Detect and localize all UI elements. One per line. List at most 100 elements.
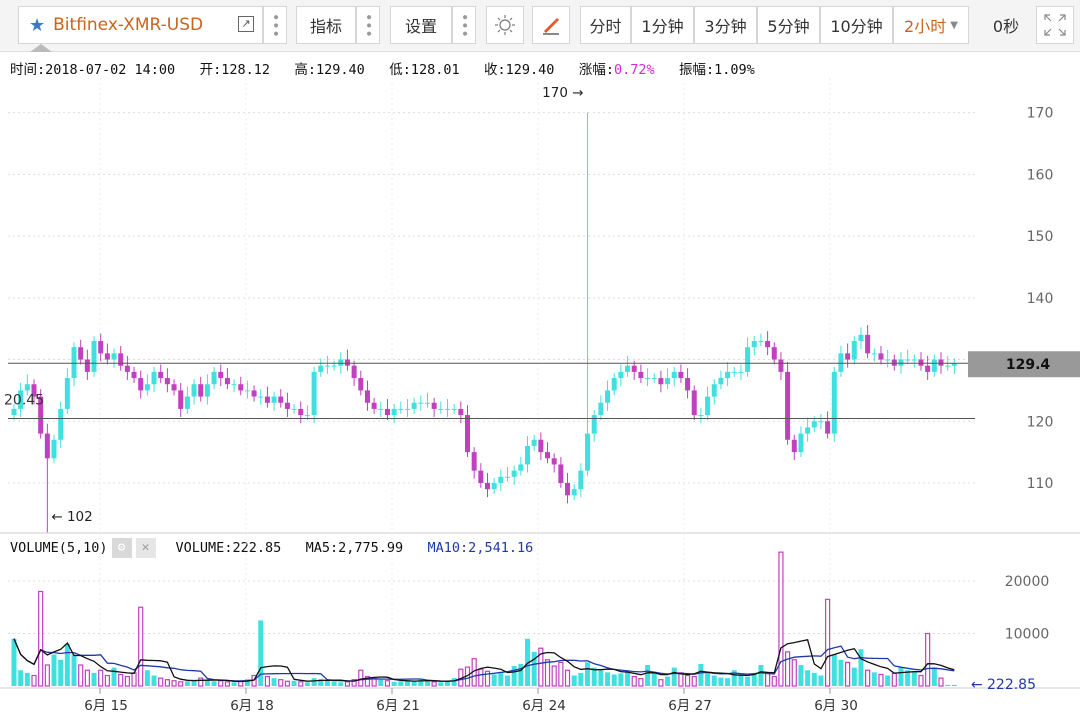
volume-bar — [264, 675, 271, 687]
candle-body — [831, 371, 837, 434]
volume-bar — [845, 661, 851, 687]
volume-bar — [878, 673, 884, 687]
volume-bar — [184, 681, 190, 686]
volume-bar — [691, 675, 697, 687]
symbol-selector[interactable]: ★ Bitfinex-XMR-USD ↗ — [18, 6, 263, 44]
interval-tab-5[interactable]: 2小时 ▼ — [893, 6, 969, 44]
volume-bar — [678, 672, 684, 687]
price-tick-label: 160 — [1027, 167, 1054, 183]
volume-bar — [525, 638, 531, 686]
volume-bar — [438, 682, 444, 686]
candle-body — [678, 371, 684, 379]
draw-tool-button[interactable] — [532, 6, 570, 44]
time-tick-label: 6月 15 — [84, 698, 128, 714]
candle-body — [525, 445, 531, 465]
interval-tab-0[interactable]: 分时 — [580, 6, 631, 44]
volume-bar — [31, 674, 37, 687]
interval-tab-1[interactable]: 1分钟 — [631, 6, 694, 44]
open-label: 开: — [199, 62, 222, 78]
candle-body — [104, 353, 110, 360]
candle-body — [585, 433, 591, 471]
candle-body — [391, 408, 397, 416]
volume-bar — [158, 677, 164, 687]
indicator-menu-button[interactable]: ••• — [356, 6, 380, 44]
candle-body — [705, 396, 711, 416]
sun-icon — [495, 15, 515, 35]
candle-body — [851, 341, 857, 360]
indicator-label: 指标 — [309, 17, 342, 36]
volume-bar — [98, 669, 104, 687]
volume-bar — [11, 638, 17, 686]
volume-bar — [138, 606, 144, 687]
volume-bar — [718, 677, 724, 686]
candle-body — [64, 378, 70, 409]
indicator-button[interactable]: 指标 — [296, 6, 356, 44]
candle-body — [818, 421, 824, 423]
candle-body — [24, 384, 30, 391]
volume-bar — [838, 659, 844, 686]
candle-body — [658, 378, 664, 385]
candle-body — [665, 378, 671, 385]
ma5-line — [13, 638, 955, 683]
candle-body — [598, 402, 604, 416]
high-value: 129.40 — [316, 62, 365, 78]
volume-tick-label: 20000 — [1005, 574, 1050, 590]
volume-bar — [671, 667, 677, 686]
volume-bar — [945, 684, 951, 686]
candle-body — [558, 464, 564, 483]
volume-bar — [551, 665, 557, 687]
time-value: 2018-07-02 14:00 — [45, 62, 176, 78]
candle-body — [925, 365, 931, 372]
candle-body — [731, 371, 737, 373]
interval-tab-4[interactable]: 10分钟 — [820, 6, 893, 44]
candle-body — [464, 415, 470, 453]
amplitude-label: 振幅: — [679, 62, 715, 78]
settings-menu-button[interactable]: ••• — [452, 6, 476, 44]
volume-bar — [284, 680, 291, 687]
close-label: 收: — [484, 62, 506, 78]
candle-body — [18, 390, 24, 409]
theme-toggle-button[interactable] — [486, 6, 524, 44]
interval-tab-3[interactable]: 5分钟 — [757, 6, 820, 44]
toolbar: ★ Bitfinex-XMR-USD ↗ ••• 指标 ••• 设置 ••• 分… — [0, 0, 1080, 52]
volume-bar — [918, 674, 924, 687]
candle-body — [44, 433, 50, 459]
volume-bar — [811, 672, 817, 686]
candle-body — [891, 359, 897, 366]
symbol-menu-button[interactable]: ••• — [263, 6, 287, 44]
gear-icon[interactable]: ⚙ — [111, 538, 132, 558]
favorite-star-icon[interactable]: ★ — [29, 14, 46, 36]
interval-tab-2[interactable]: 3分钟 — [694, 6, 757, 44]
candle-body — [718, 378, 724, 385]
candle-body — [451, 408, 457, 410]
candle-body — [791, 439, 797, 453]
fullscreen-button[interactable] — [1036, 6, 1074, 44]
time-tick-label: 6月 24 — [522, 698, 566, 714]
candle-body — [765, 341, 771, 348]
candle-body — [131, 371, 137, 379]
candle-body — [698, 415, 704, 417]
volume-bar — [291, 680, 297, 686]
candle-body — [758, 341, 764, 343]
settings-button[interactable]: 设置 — [390, 6, 452, 44]
volume-bar — [631, 675, 637, 687]
volume-tick-label: 10000 — [1005, 627, 1050, 643]
volume-bar — [124, 675, 130, 687]
volume-bar — [544, 659, 551, 687]
candle-body — [384, 408, 390, 416]
volume-bar — [324, 680, 330, 686]
volume-bar — [178, 681, 184, 687]
interval-label: 2小时 — [904, 17, 947, 36]
candle-body — [951, 363, 957, 366]
ma5-value: MA5:2,775.99 — [305, 540, 404, 556]
external-link-icon[interactable]: ↗ — [238, 16, 254, 32]
candle-body — [138, 378, 144, 391]
volume-bar — [898, 667, 904, 686]
time-tick-label: 6月 27 — [668, 698, 712, 714]
candle-body — [51, 439, 57, 459]
close-icon[interactable]: ✕ — [135, 538, 156, 558]
candle-body — [751, 341, 757, 348]
candle-body — [71, 347, 77, 379]
pencil-icon — [543, 18, 559, 35]
